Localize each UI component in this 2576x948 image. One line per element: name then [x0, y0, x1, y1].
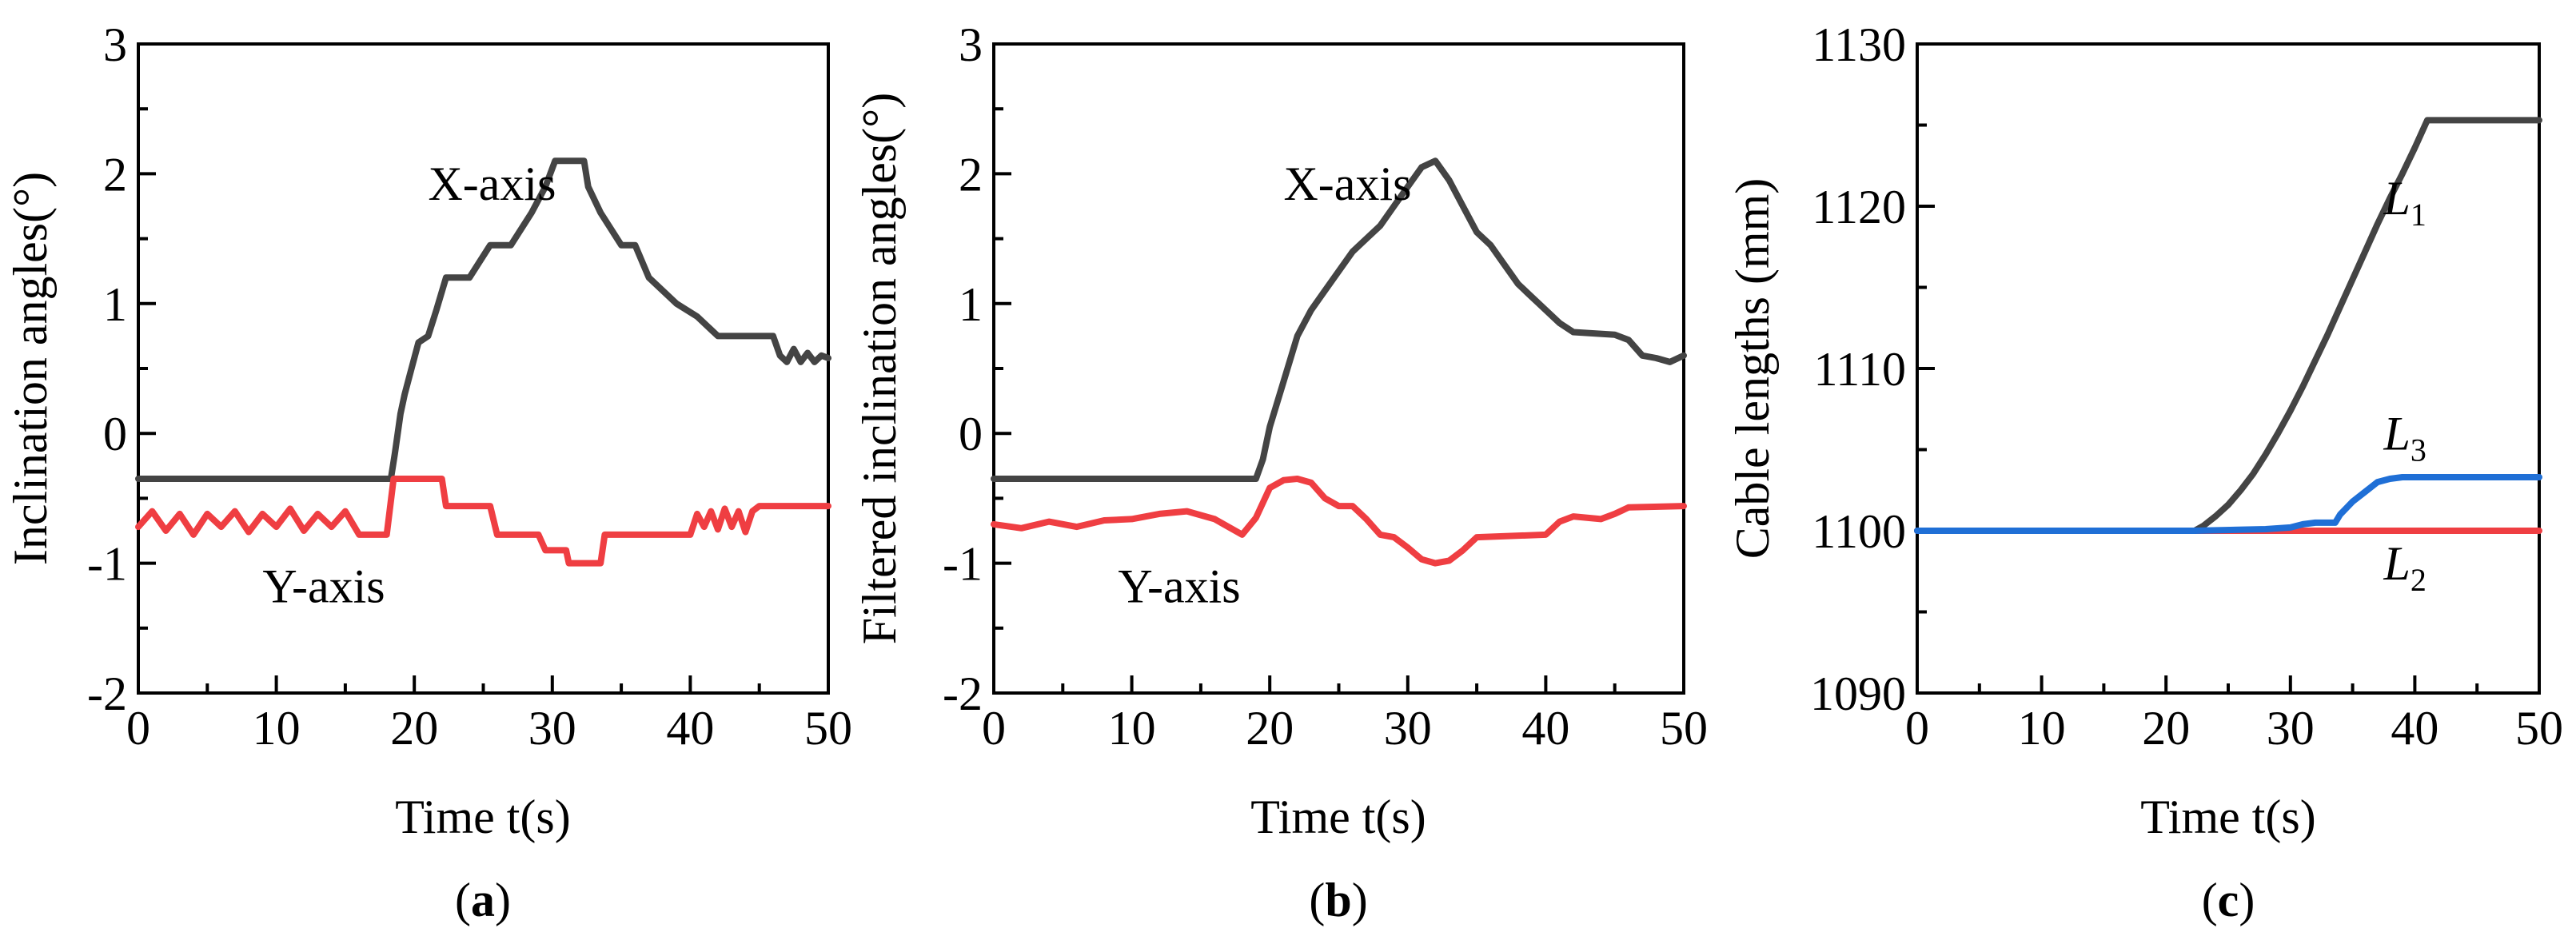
- series-lines: [991, 157, 1687, 567]
- y-tick-label: 1110: [1813, 343, 1906, 396]
- x-tick-label: 40: [2391, 702, 2438, 755]
- series-line-x-axis: [991, 157, 1687, 482]
- x-tick-labels: 0 10 20 30 40 50: [126, 702, 852, 755]
- x-tick-labels: 0 10 20 30 40 50: [982, 702, 1708, 755]
- panel-b: 0 10 20 30 40 50 -2 -1 0 1 2 3 X-axis Y-axis Time t…: [853, 18, 1708, 926]
- y-tick-label: -2: [943, 667, 983, 720]
- series-annotations: X-axis Y-axis: [262, 157, 556, 612]
- series-line-y-axis: [135, 476, 831, 567]
- y-tick-labels: -2 -1 0 1 2 3: [87, 18, 127, 720]
- x-tick-label: 50: [2515, 702, 2563, 755]
- panel-tag: (b): [1309, 874, 1367, 926]
- x-tick-label: 10: [1108, 702, 1156, 755]
- y-tick-label: 1130: [1812, 18, 1906, 71]
- x-tick-label: 50: [1660, 702, 1708, 755]
- series-lines: [135, 157, 831, 567]
- y-tick-label: 1090: [1810, 667, 1906, 720]
- x-tick-label: 30: [1384, 702, 1432, 755]
- x-tick-label: 30: [528, 702, 576, 755]
- x-tick-label: 10: [2018, 702, 2066, 755]
- x-axis-label: Time t(s): [1250, 791, 1426, 843]
- tick-marks: [137, 42, 830, 695]
- y-tick-label: 3: [103, 18, 127, 71]
- series-line-l3: [1914, 474, 2542, 534]
- series-annotations: L1 L3 L2: [2383, 172, 2426, 598]
- y-tick-label: 1100: [1812, 505, 1906, 558]
- y-axis-label: Filtered inclination angles(°): [853, 93, 906, 644]
- series-annotations: X-axis Y-axis: [1118, 157, 1411, 612]
- x-tick-label: 20: [2142, 702, 2190, 755]
- y-tick-label: 2: [959, 148, 983, 201]
- y-tick-labels: 1090 1100 1110 1120 1130: [1810, 18, 1906, 720]
- series-annotation: Y-axis: [1118, 560, 1240, 612]
- y-axis-label: Cable lengths (mm): [1726, 178, 1779, 560]
- x-axis-label: Time t(s): [2140, 791, 2316, 843]
- y-axis-label: Inclination angles(°): [4, 172, 57, 565]
- panel-letter: b: [1325, 874, 1351, 926]
- y-tick-label: -2: [87, 667, 127, 720]
- series-line-l1: [1914, 117, 2542, 534]
- x-tick-label: 0: [982, 702, 1006, 755]
- x-axis-label: Time t(s): [395, 791, 571, 843]
- x-tick-label: 30: [2267, 702, 2315, 755]
- y-tick-label: 0: [959, 408, 983, 460]
- x-tick-label: 50: [804, 702, 852, 755]
- series-annotation: L1: [2383, 172, 2426, 233]
- x-tick-label: 10: [253, 702, 301, 755]
- y-tick-label: 3: [959, 18, 983, 71]
- series-annotation: X-axis: [428, 157, 556, 210]
- y-tick-label: -1: [87, 538, 127, 591]
- series-annotation: X-axis: [1283, 157, 1411, 210]
- series-line-y-axis: [991, 476, 1687, 567]
- panel-tag: (c): [2202, 874, 2255, 926]
- y-tick-label: 1: [103, 278, 127, 331]
- y-tick-label: 1120: [1812, 181, 1906, 233]
- x-tick-label: 0: [126, 702, 150, 755]
- tick-marks: [1916, 42, 2541, 695]
- x-tick-label: 40: [666, 702, 714, 755]
- y-tick-label: 0: [103, 408, 127, 460]
- tick-marks: [992, 42, 1685, 695]
- series-annotation: L2: [2383, 537, 2426, 598]
- panel-letter: c: [2218, 874, 2239, 926]
- panel-tag: (a): [455, 874, 511, 926]
- series-annotation: Y-axis: [262, 560, 385, 612]
- series-annotation: L3: [2383, 408, 2426, 468]
- x-tick-label: 20: [1246, 702, 1294, 755]
- x-tick-label: 20: [390, 702, 438, 755]
- panel-a: 0 10 20 30 40 50 -2 -1 0 1 2 3 X-axis Y-axis Time t…: [4, 18, 852, 926]
- y-tick-labels: -2 -1 0 1 2 3: [943, 18, 983, 720]
- series-lines: [1914, 117, 2542, 534]
- x-tick-label: 0: [1905, 702, 1929, 755]
- series-line-x-axis: [135, 157, 831, 482]
- y-tick-label: 1: [959, 278, 983, 331]
- panel-letter: a: [471, 874, 495, 926]
- x-tick-label: 40: [1521, 702, 1569, 755]
- x-tick-labels: 0 10 20 30 40 50: [1905, 702, 2563, 755]
- y-tick-label: -1: [943, 538, 983, 591]
- y-tick-label: 2: [103, 148, 127, 201]
